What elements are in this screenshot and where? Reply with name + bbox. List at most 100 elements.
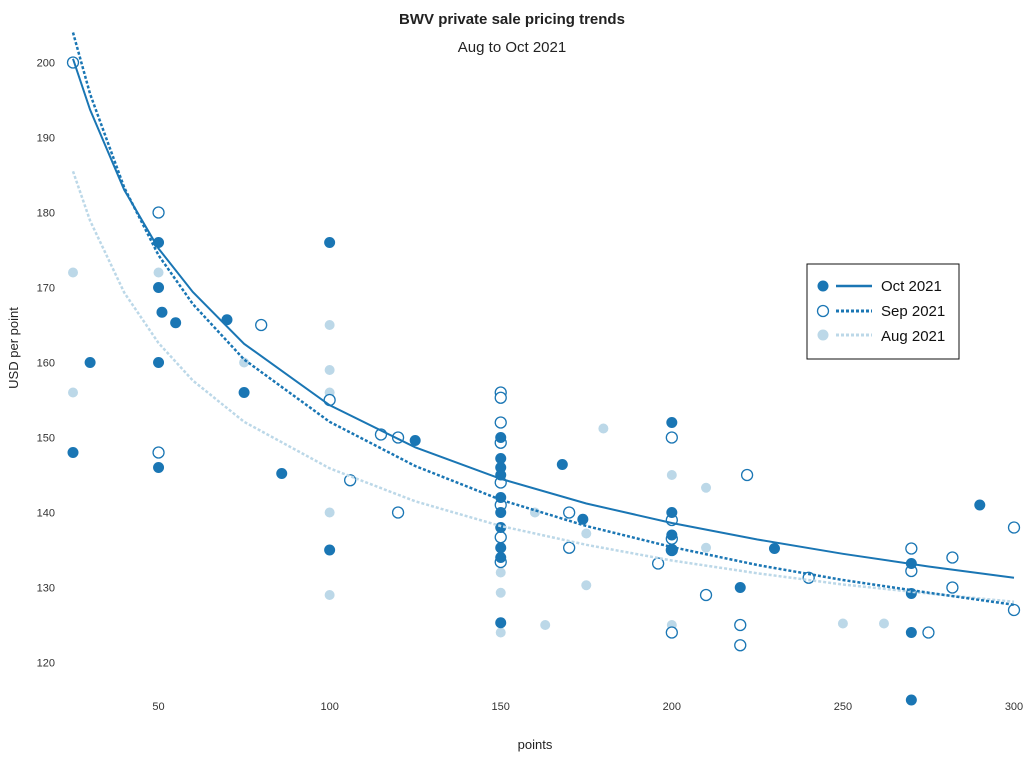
data-point-sep [494,391,507,404]
data-point-oct [666,529,678,541]
data-point-sep [946,551,959,564]
data-point-aug [324,365,335,375]
data-point-oct [238,387,250,398]
data-point-oct [495,522,507,533]
data-point-aug [495,567,506,578]
data-point-aug [324,507,335,518]
data-point-sep [665,626,678,639]
legend: Oct 2021 Sep 2021 Aug 2021 [806,263,960,360]
data-point-oct [495,542,507,554]
chart-subtitle: Aug to Oct 2021 [457,39,567,56]
x-tick-label: 200 [663,701,681,713]
data-point-sep [922,626,935,639]
data-point-sep [734,618,747,632]
data-point-oct [276,468,288,479]
data-point-oct [153,462,165,473]
data-point-aug [495,627,506,638]
data-point-aug [878,618,889,629]
data-point-oct [577,513,589,525]
data-point-oct [495,552,507,563]
legend-box [806,263,960,360]
data-point-oct [409,435,421,446]
series-oct-points [67,237,986,706]
data-point-aug [68,267,78,278]
y-tick-label: 150 [37,433,55,445]
data-point-oct [156,306,168,318]
y-tick-label: 190 [37,133,55,145]
data-point-sep [734,639,747,652]
data-point-sep [1007,603,1021,617]
data-point-oct [495,507,507,518]
data-point-sep [323,393,336,407]
data-point-sep [66,56,80,69]
data-point-sep [563,506,576,519]
trend-line-oct [72,58,1015,579]
data-point-aug [239,357,250,368]
data-point-sep [152,446,165,459]
data-point-sep [699,588,713,602]
data-point-sep [665,431,678,444]
data-point-sep [651,557,665,570]
legend-label-aug: Aug 2021 [881,328,945,345]
data-point-aug [324,590,335,600]
data-point-oct [153,282,165,293]
data-point-aug [540,620,551,630]
data-point-sep [152,206,165,219]
series-aug-points [68,267,889,638]
x-tick-label: 150 [492,701,510,713]
data-point-aug [701,482,712,493]
x-tick-label: 100 [320,701,338,713]
data-point-sep [494,416,507,429]
data-point-oct [666,417,678,428]
data-point-oct [324,237,336,248]
data-point-oct [666,544,678,556]
y-tick-label: 130 [37,583,55,595]
data-point-oct [734,582,746,593]
x-axis-title: points [518,737,553,752]
data-point-oct [153,357,165,368]
legend-marker-sep [816,304,830,318]
x-tick-label: 300 [1005,701,1023,713]
y-axis-ticks: 120 130 140 150 160 170 180 190 200 [37,58,55,670]
data-point-oct [84,357,96,368]
x-tick-label: 250 [834,701,852,713]
data-point-aug [837,618,848,629]
data-point-oct [495,617,507,629]
data-point-sep [494,531,507,544]
data-point-sep [946,581,959,594]
chart-title: BWV private sale pricing trends [399,11,625,28]
y-tick-label: 180 [37,208,55,220]
y-tick-label: 140 [37,508,55,520]
trend-line-sep [71,32,1015,607]
data-point-oct [974,499,986,511]
data-point-oct [768,543,780,554]
x-axis-ticks: 50 100 150 200 250 300 [152,701,1023,713]
data-point-aug [666,470,677,480]
data-point-oct [495,432,507,443]
data-point-oct [324,544,336,556]
data-point-aug [598,423,609,434]
data-point-sep [391,506,405,519]
data-point-oct [67,447,79,458]
data-point-aug [581,528,592,539]
y-tick-label: 200 [37,58,55,70]
plot-area [66,32,1021,706]
data-point-aug [581,580,592,591]
data-point-aug [324,320,335,330]
data-point-oct [666,507,678,518]
data-point-oct [905,627,917,638]
x-tick-label: 50 [152,701,164,713]
y-tick-label: 160 [37,358,55,370]
data-point-sep [740,468,754,482]
data-point-aug [701,542,712,553]
legend-marker-aug [817,329,829,341]
trend-line-aug [71,170,1015,604]
data-point-sep [1007,521,1021,534]
legend-label-oct: Oct 2021 [881,278,942,295]
data-point-aug [68,387,78,398]
data-point-sep [905,542,918,555]
data-point-sep [563,541,576,554]
data-point-oct [556,459,568,470]
data-point-oct [905,694,917,706]
